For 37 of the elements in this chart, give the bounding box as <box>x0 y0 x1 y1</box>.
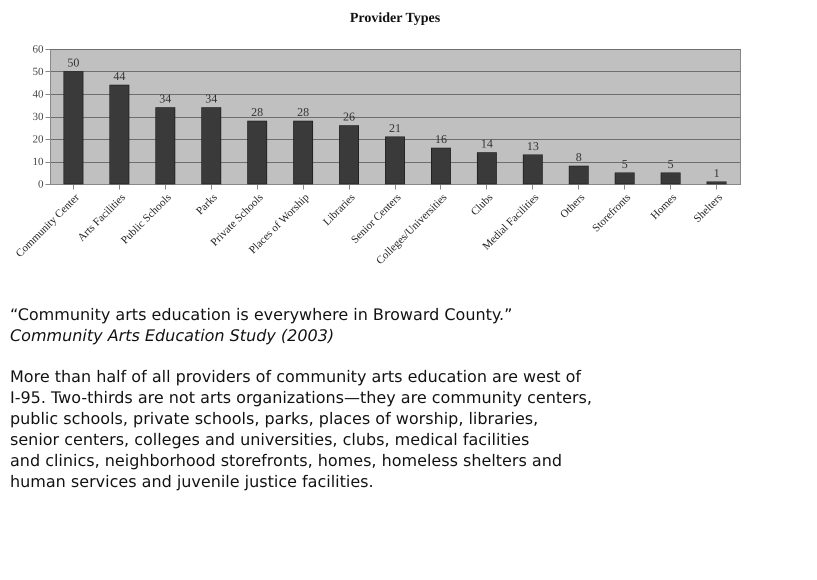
bar <box>430 148 451 184</box>
y-tick-label: 20 <box>32 134 44 146</box>
data-label: 14 <box>480 136 493 150</box>
bar <box>293 120 314 184</box>
data-label: 28 <box>297 105 310 119</box>
bar <box>706 181 727 184</box>
bar <box>63 71 84 184</box>
y-tick-label: 40 <box>32 88 44 100</box>
bar <box>201 107 222 184</box>
y-tick-label: 0 <box>38 178 44 190</box>
data-label: 8 <box>576 150 582 164</box>
data-label: 34 <box>159 92 172 106</box>
bar <box>109 84 130 184</box>
data-label: 34 <box>205 92 218 106</box>
bar <box>155 107 176 184</box>
data-label: 13 <box>526 138 539 153</box>
text: More than half of all providers of community arts education are west of I-95. Two-thirds are not arts organizations—they are community centers, public schools, private schools, parks, places of worship, libraries, senior centers, colleges and universities, clubs, medical facilities and clinics, neighborhood storefronts, homes, homeless shelters and human services and juvenile justice facilities. <box>10 367 592 491</box>
bar <box>247 120 268 184</box>
y-tick-label: 10 <box>32 156 44 168</box>
data-label: 50 <box>67 56 80 70</box>
data-label: 21 <box>389 120 401 135</box>
data-label: 1 <box>714 166 720 180</box>
text: “Community arts education is everywhere in Broward County.” <box>10 305 512 324</box>
y-tick-label: 50 <box>32 66 44 78</box>
bar <box>614 172 635 184</box>
data-label: 28 <box>251 105 264 119</box>
bar <box>660 172 681 184</box>
text: Community Arts Education Study (2003) <box>10 326 334 345</box>
y-tick-label: 60 <box>32 44 44 56</box>
bar <box>385 136 405 184</box>
bar <box>476 152 497 184</box>
data-label: 44 <box>113 69 126 83</box>
bar <box>339 125 360 184</box>
y-tick-label: 30 <box>32 111 44 123</box>
bar <box>568 166 589 184</box>
bar <box>522 154 543 184</box>
chart-title: Provider Types <box>350 11 441 26</box>
